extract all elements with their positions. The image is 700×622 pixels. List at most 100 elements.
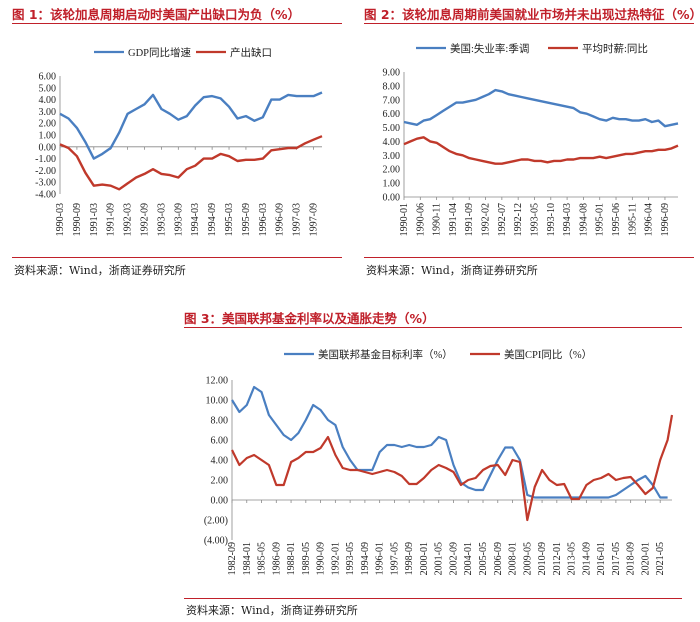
chart-1-xtick-label: 1997-09	[309, 203, 320, 236]
chart-1-xtick-label: 1992-09	[140, 203, 151, 236]
chart-3-ytick-label: 10.00	[206, 396, 229, 407]
chart-3-xtick-label: 2000-01	[419, 542, 430, 575]
chart-3-ytick-label: 8.00	[211, 416, 229, 427]
chart-3-xtick-label: 1992-01	[330, 542, 341, 575]
chart-2-ytick-label: 4.00	[383, 137, 401, 148]
chart-3-xtick-label: 2005-05	[478, 542, 489, 575]
chart-1-title: 图 1：该轮加息周期启动时美国产出缺口为负（%）	[12, 7, 301, 22]
chart-2-xtick-label: 1992-02	[481, 203, 492, 236]
chart-3-xtick-label: 2017-05	[611, 542, 622, 575]
chart-3-xtick-label: 2012-01	[552, 542, 563, 575]
chart-3-bottom-rule	[184, 598, 682, 599]
chart-2-xtick-label: 1990-01	[399, 203, 410, 236]
chart-3-ytick-label: 0.00	[211, 496, 229, 507]
chart-1-series-line-2	[59, 135, 323, 191]
chart-1-xtick-label: 1993-03	[156, 203, 167, 236]
chart-3-xtick-label: 2021-05	[655, 542, 666, 575]
chart-1-xtick-label: 1994-03	[190, 203, 201, 236]
chart-3-xtick-label: 2006-09	[493, 542, 504, 575]
chart-3-xtick-label: 2018-09	[626, 542, 637, 575]
chart-1-ytick-label: 4.00	[39, 95, 57, 106]
chart-3-xtick-label: 1988-01	[286, 542, 297, 575]
chart-1-xtick-label: 1996-09	[275, 203, 286, 236]
chart-2-ytick-label: 9.00	[383, 68, 401, 79]
chart-3-xtick-label: 2020-01	[640, 542, 651, 575]
chart-3-title-rule	[184, 327, 682, 328]
chart-2-ytick-label: 1.00	[383, 179, 401, 190]
chart-1-series-line-1	[59, 91, 323, 160]
chart-3-xtick-label: 1984-01	[242, 542, 253, 575]
chart-1-ytick-label: 1.00	[39, 131, 57, 142]
chart-2-xtick-label: 1991-09	[464, 203, 475, 236]
chart-3-ytick-label: 4.00	[211, 456, 229, 467]
chart-2-ytick-label: 5.00	[383, 123, 401, 134]
chart-1-ytick-label: 6.00	[39, 72, 57, 83]
chart-2-xtick-label: 1995-01	[595, 203, 606, 236]
chart-2-bottom-rule	[364, 257, 694, 258]
chart-3-title: 图 3：美国联邦基金利率以及通胀走势（%）	[184, 311, 435, 326]
chart-1-title-rule	[12, 23, 342, 24]
chart-3-xtick-label: 2013-05	[567, 542, 578, 575]
chart-3-xtick-label: 1993-05	[345, 542, 356, 575]
chart-3-xtick-label: 2010-09	[537, 542, 548, 575]
chart-1-xtick-label: 1992-03	[123, 203, 134, 236]
chart-2-xtick-label: 1994-03	[562, 203, 573, 236]
chart-3-series-line-2	[231, 414, 674, 522]
chart-3-xtick-label: 2008-01	[508, 542, 519, 575]
chart-3-xtick-label: 1990-09	[316, 542, 327, 575]
chart-3-xtick-label: 1997-05	[389, 542, 400, 575]
chart-2-xtick-label: 1990-06	[415, 203, 426, 236]
chart-2-xtick-label: 1995-11	[627, 203, 638, 236]
chart-3-xtick-label: 1996-01	[375, 542, 386, 575]
chart-1-xtick-label: 1991-09	[106, 203, 117, 236]
chart-3-xtick-label: 2014-09	[581, 542, 592, 575]
chart-3-xtick-label: 1985-05	[257, 542, 268, 575]
chart-3-legend-label-1: 美国联邦基金目标利率（%）	[318, 348, 453, 361]
chart-3-ytick-label: 6.00	[211, 436, 229, 447]
chart-2-ytick-label: 3.00	[383, 151, 401, 162]
chart-2-xtick-label: 1996-04	[644, 203, 655, 236]
chart-3-xtick-label: 2002-09	[448, 542, 459, 575]
chart-2-xtick-label: 1991-04	[448, 203, 459, 236]
chart-1-ytick-label: -4.00	[35, 190, 56, 201]
chart-3-xtick-label: 2016-01	[596, 542, 607, 575]
chart-1-xtick-label: 1996-03	[258, 203, 269, 236]
chart-3-source: 资料来源：Wind，浙商证券研究所	[186, 604, 358, 617]
chart-2-ytick-label: 6.00	[383, 109, 401, 120]
chart-3-ytick-label: (2.00)	[204, 516, 228, 527]
chart-3-xtick-label: 1994-09	[360, 542, 371, 575]
chart-2-legend-label-2: 平均时薪:同比	[582, 42, 648, 55]
chart-1-panel: 图 1：该轮加息周期启动时美国产出缺口为负（%） 6.00 5.00 4.00 3.0…	[0, 0, 348, 285]
chart-1-ytick-label: -1.00	[35, 154, 56, 165]
chart-2-series-line-1	[403, 88, 679, 128]
chart-2-xtick-label: 1995-06	[611, 203, 622, 236]
chart-2-xtick-label: 1996-09	[660, 203, 671, 236]
chart-2-source: 资料来源：Wind，浙商证券研究所	[366, 264, 538, 277]
chart-3-series-line-1	[231, 385, 668, 499]
chart-1-legend-label-2: 产出缺口	[230, 46, 272, 59]
chart-3-panel: 图 3：美国联邦基金利率以及通胀走势（%） 12.00 10.00 8.00 6.00…	[0, 300, 700, 622]
chart-1-xtick-label: 1994-09	[207, 203, 218, 236]
chart-2-xtick-label: 1993-05	[529, 203, 540, 236]
chart-1-svg: 6.005.004.003.002.001.000.00-1.00-2.00-3…	[35, 46, 323, 236]
chart-1-xtick-label: 1991-03	[89, 203, 100, 236]
chart-2-xtick-label: 1992-07	[497, 203, 508, 236]
chart-2-ytick-label: 2.00	[383, 165, 401, 176]
chart-1-xtick-label: 1995-09	[241, 203, 252, 236]
chart-2-svg: 9.00 8.00 7.00 6.00 5.00 4.00 3.00 2.00 1.00 0.00…	[383, 42, 679, 236]
chart-1-ytick-label: 0.00	[39, 142, 57, 153]
chart-3-ytick-label: (4.00)	[204, 536, 228, 547]
chart-3-svg: 12.00 10.00 8.00 6.00 4.00 2.00 0.00 (2.00) (4.0…	[204, 348, 674, 575]
chart-1-bottom-rule	[12, 257, 342, 258]
chart-1-xtick-label: 1997-03	[292, 203, 303, 236]
chart-3-xtick-label: 1998-09	[404, 542, 415, 575]
chart-2-legend-label-1: 美国:失业率:季调	[450, 42, 529, 55]
chart-1-ytick-label: -2.00	[35, 166, 56, 177]
chart-1-source: 资料来源：Wind，浙商证券研究所	[14, 264, 186, 277]
chart-2-ytick-label: 0.00	[383, 193, 401, 204]
chart-2-ytick-label: 7.00	[383, 95, 401, 106]
chart-1-ytick-label: 5.00	[39, 83, 57, 94]
chart-2-xtick-label: 1993-10	[546, 203, 557, 236]
chart-3-xtick-label: 1989-05	[301, 542, 312, 575]
chart-3-xtick-label: 2001-05	[434, 542, 445, 575]
